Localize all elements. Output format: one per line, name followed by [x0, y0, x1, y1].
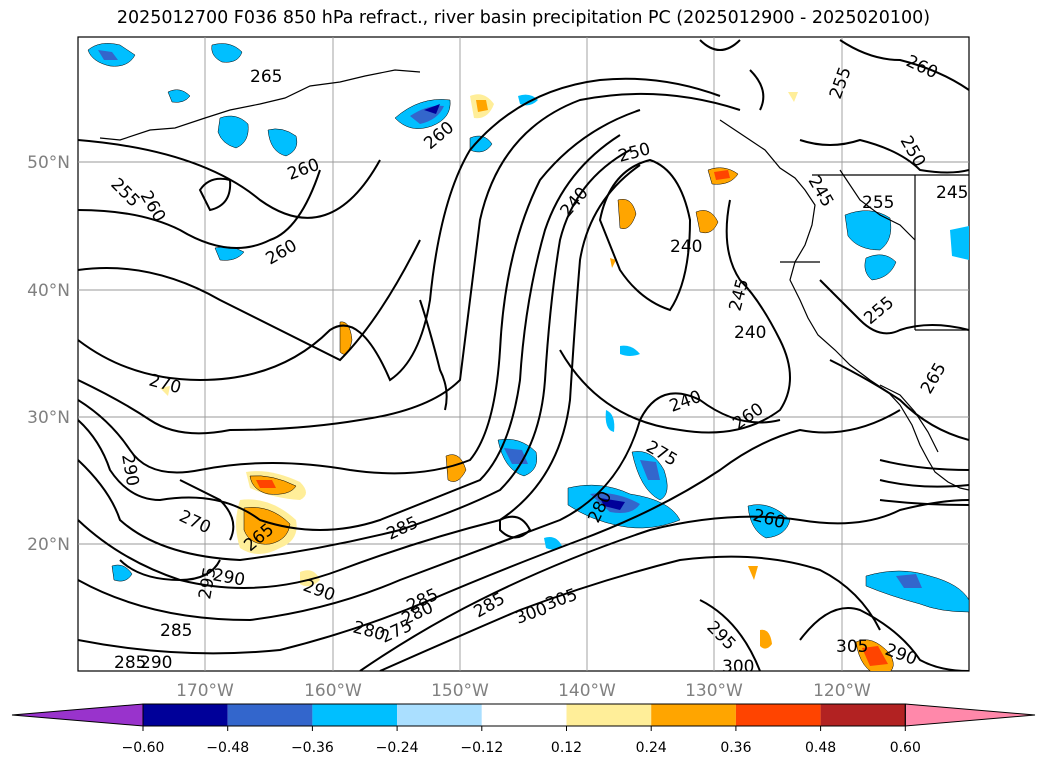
colorbar-tick-label: 0.48: [805, 740, 836, 756]
colorbar-tick-label: −0.24: [376, 740, 419, 756]
colorbar-tick-label: −0.12: [460, 740, 503, 756]
colorbar-outline: [142, 703, 906, 727]
precip-negative-patches: [87, 43, 969, 613]
latitude-labels: 50°N 40°N 30°N 20°N: [27, 153, 70, 555]
colorbar: −0.60 −0.48 −0.36 −0.24 −0.12 0.12 0.24 0.36 0.4…: [11, 703, 1036, 756]
graticule: [78, 37, 969, 671]
colorbar-segment: [227, 704, 313, 726]
colorbar-segment: [481, 704, 567, 726]
contour-label: 265: [250, 67, 282, 87]
map-title: 2025012700 F036 850 hPa refract., river …: [116, 8, 931, 28]
colorbar-segment: [143, 704, 228, 726]
colorbar-tick-label: 0.36: [720, 740, 751, 756]
lat-label-40n: 40°N: [27, 281, 70, 301]
lon-label-170w: 170°W: [176, 681, 234, 701]
contour-label: 285: [160, 621, 192, 641]
lat-label-20n: 20°N: [27, 535, 70, 555]
precip-positive-patches: [160, 92, 894, 671]
colorbar-segment: [651, 704, 736, 726]
colorbar-tick-label: 0.60: [890, 740, 921, 756]
contour-label: 245: [936, 183, 968, 203]
colorbar-segment: [397, 704, 482, 726]
contour-label: 305: [836, 637, 868, 657]
refractivity-contours: [78, 39, 969, 671]
colorbar-segment: [566, 704, 652, 726]
colorbar-extend-low: [11, 703, 144, 727]
lon-label-150w: 150°W: [431, 681, 489, 701]
lon-label-140w: 140°W: [558, 681, 616, 701]
lat-label-30n: 30°N: [27, 408, 70, 428]
colorbar-tick-label: −0.60: [122, 740, 165, 756]
colorbar-segment: [735, 704, 821, 726]
coastlines: [99, 69, 969, 491]
lon-label-120w: 120°W: [813, 681, 871, 701]
colorbar-tick-label: 0.24: [636, 740, 667, 756]
contour-label: 285: [114, 653, 146, 673]
contour-label: 290: [140, 653, 172, 673]
lat-label-50n: 50°N: [27, 153, 70, 173]
contour-label: 240: [670, 237, 702, 257]
contour-label: 240: [734, 323, 766, 343]
contour-label: 300: [722, 657, 754, 677]
colorbar-tick-label: 0.12: [551, 740, 582, 756]
colorbar-segment: [820, 704, 906, 726]
lon-label-160w: 160°W: [304, 681, 362, 701]
longitude-labels: 170°W 160°W 150°W 140°W 130°W 120°W: [176, 681, 871, 701]
colorbar-segment: [312, 704, 398, 726]
lon-label-130w: 130°W: [685, 681, 743, 701]
colorbar-extend-high: [904, 703, 1036, 727]
contour-label: 255: [862, 193, 894, 213]
colorbar-tick-label: −0.48: [206, 740, 249, 756]
colorbar-tick-label: −0.36: [291, 740, 334, 756]
